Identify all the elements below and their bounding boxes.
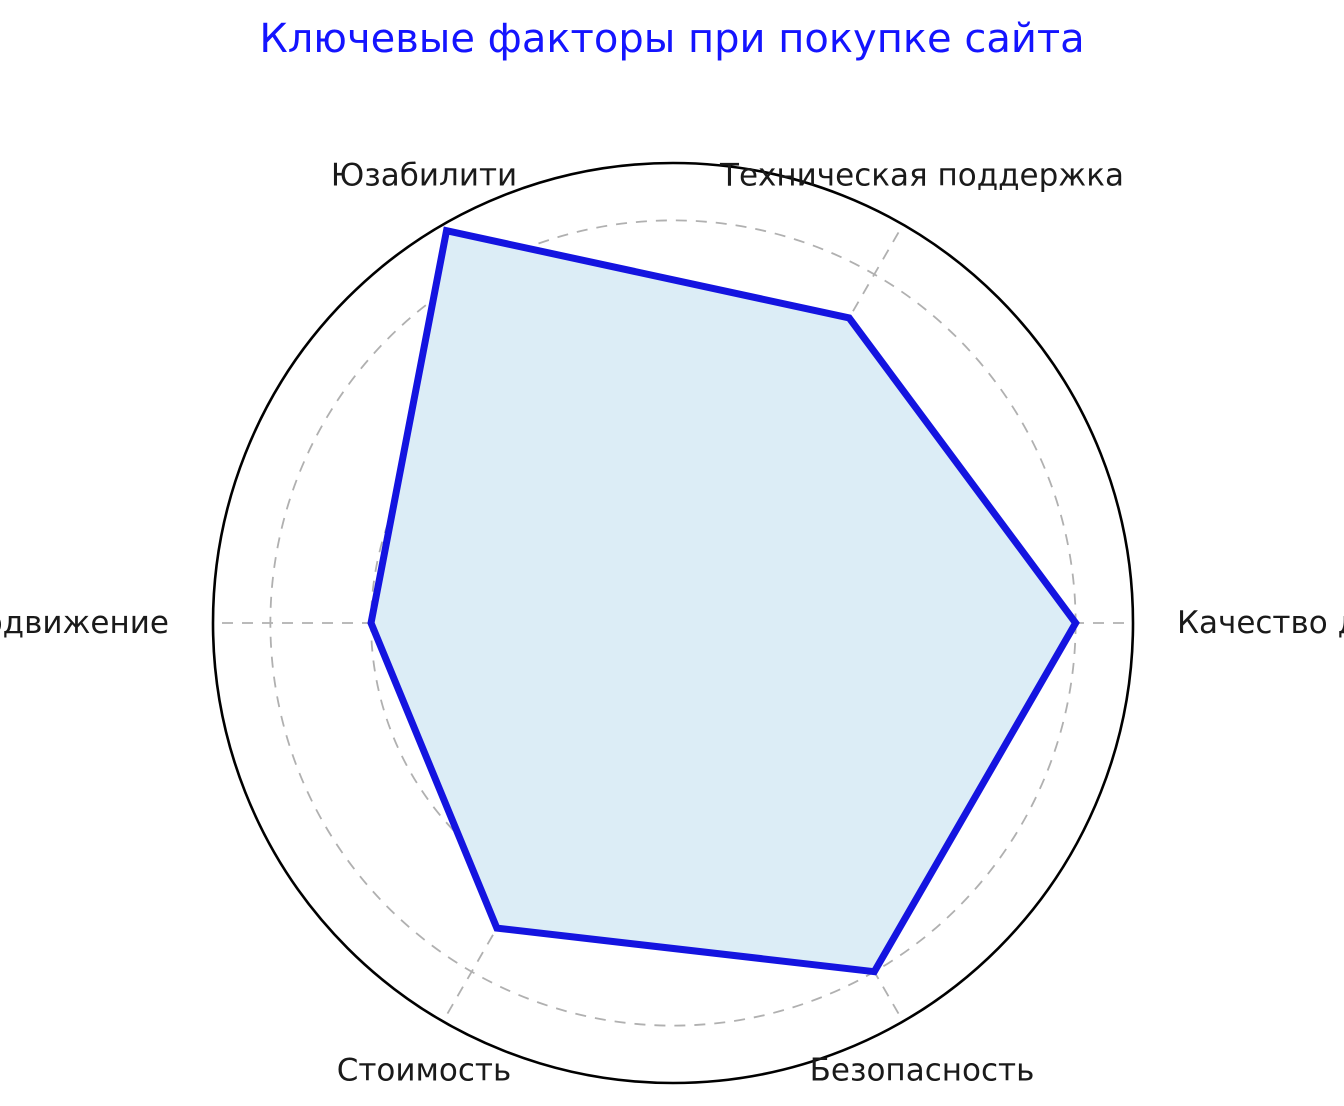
chart-title: Ключевые факторы при покупке сайта bbox=[259, 16, 1085, 62]
axis-label-0: Качество дизайна bbox=[1177, 605, 1344, 641]
series-outline bbox=[367, 226, 1080, 976]
outer-boundary-circle bbox=[211, 161, 1135, 1085]
axis-label-4: Стоимость bbox=[337, 1052, 512, 1088]
axis-labels: Качество дизайна Техническая поддержка Юза… bbox=[0, 158, 1344, 1089]
axis-label-5: Безопасность bbox=[810, 1052, 1035, 1088]
series-group bbox=[367, 226, 1080, 976]
axis-label-1: Техническая поддержка bbox=[719, 158, 1124, 194]
series-area-fill bbox=[371, 230, 1076, 972]
axis-label-3: SEO-продвижение bbox=[0, 605, 169, 641]
axis-label-2: Юзабилити bbox=[331, 158, 517, 194]
